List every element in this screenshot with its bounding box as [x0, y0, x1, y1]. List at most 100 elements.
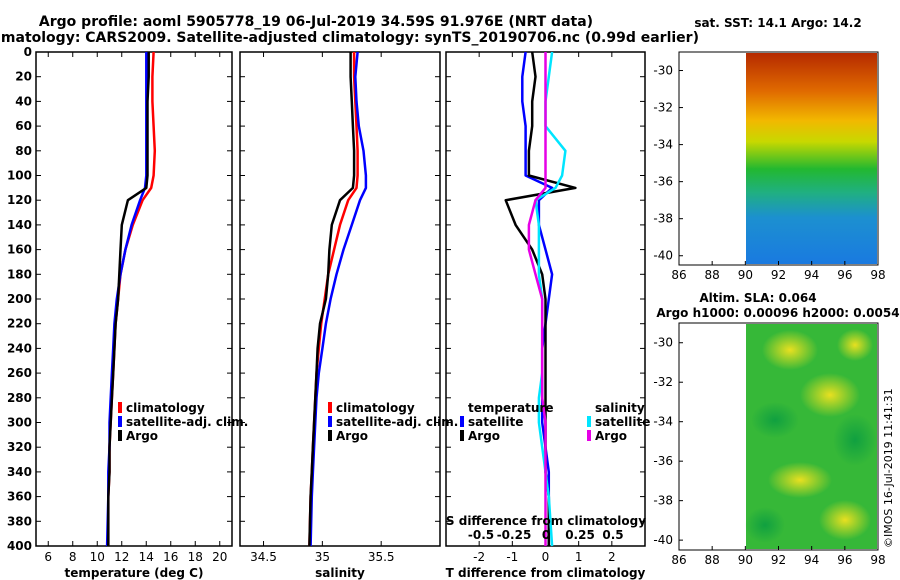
x-tick-label: -1	[506, 550, 518, 564]
legend-label-climatology: climatology	[336, 401, 415, 415]
y-tick-label: 0	[24, 45, 32, 59]
sst-map: 86 88 90 92 94 96 98 -30 -32 -34 -36 -38 -40	[653, 51, 886, 282]
y-tick-label: 100	[7, 169, 32, 183]
map-x-tick-label: 88	[705, 268, 720, 282]
legend-swatch-argo	[118, 430, 122, 441]
y-tick-label: 360	[7, 490, 32, 504]
map-y-tick-label: -40	[653, 249, 673, 263]
x-tick-label: 16	[163, 550, 178, 564]
difference-legend: temperature salinity satellite Argo sate…	[460, 401, 650, 443]
legend-swatch-s-satellite	[587, 416, 591, 427]
s-diff-tick-label: -0.25	[497, 528, 532, 542]
legend-swatch-t-argo	[460, 430, 464, 441]
sla-map-subtitle: Argo h1000: 0.00096 h2000: 0.0054	[656, 306, 899, 320]
legend-label-argo: Argo	[126, 429, 158, 443]
x-tick-label: 35	[315, 550, 330, 564]
map-x-tick-label: 86	[671, 553, 686, 567]
y-tick-label: 120	[7, 193, 32, 207]
map-y-tick-label: -38	[653, 494, 673, 508]
s-diff-tick-label: 0.5	[602, 528, 623, 542]
y-tick-label: 20	[15, 70, 32, 84]
y-tick-label: 200	[7, 292, 32, 306]
sla-anomaly-patch	[837, 329, 873, 361]
sla-map: 86 88 90 92 94 96 98 -30 -32 -34 -36 -38 -40	[653, 322, 886, 567]
map-y-tick-label: -34	[653, 415, 673, 429]
legend-swatch-satellite-adj	[328, 416, 332, 427]
map-y-tick-label: -30	[653, 64, 673, 78]
x-tick-label: 34.5	[250, 550, 277, 564]
figure-title-line1: Argo profile: aoml 5905778_19 06-Jul-201…	[39, 14, 593, 30]
legend-swatch-satellite-adj	[118, 416, 122, 427]
legend-swatch-t-satellite	[460, 416, 464, 427]
sla-anomaly-patch	[819, 500, 871, 540]
legend-swatch-argo	[328, 430, 332, 441]
map-y-tick-label: -36	[653, 175, 673, 189]
sla-anomaly-patch	[768, 462, 832, 498]
map-y-tick-label: -34	[653, 138, 673, 152]
y-tick-label: 400	[7, 539, 32, 553]
temperature-panel: 0 20 40 60 80 100 120 140 160 180 200 220 240 260 280 3…	[7, 45, 233, 580]
x-tick-label: -2	[473, 550, 485, 564]
map-x-tick-label: 98	[870, 553, 885, 567]
legend-label-argo: Argo	[336, 429, 368, 443]
map-y-tick-label: -38	[653, 212, 673, 226]
legend-label-s-argo: Argo	[595, 429, 627, 443]
s-diff-tick-label: -0.5	[468, 528, 494, 542]
legend-label-t-argo: Argo	[468, 429, 500, 443]
x-tick-label: 20	[212, 550, 227, 564]
y-tick-label: 240	[7, 341, 32, 355]
sla-anomaly-patch	[800, 373, 860, 417]
x-axis-label: T difference from climatology	[446, 566, 646, 580]
map-x-tick-label: 88	[705, 553, 720, 567]
sla-anomaly-patch	[745, 507, 785, 543]
sst-field	[746, 53, 877, 264]
map-x-tick-label: 98	[870, 268, 885, 282]
difference-panel: -2 -1 0 1 2 T difference from climatology	[445, 51, 646, 580]
legend-label-satellite-adj: satellite-adj. clim.	[336, 415, 458, 429]
plot-frame	[239, 51, 441, 547]
sla-anomaly-patch	[751, 402, 799, 438]
map-y-tick-label: -36	[653, 454, 673, 468]
y-tick-label: 140	[7, 218, 32, 232]
y-tick-label: 180	[7, 267, 32, 281]
series-line-s-satellite	[534, 51, 567, 547]
x-tick-label: 8	[69, 550, 77, 564]
figure-title-line2: Climatology: CARS2009. Satellite-adjuste…	[0, 30, 699, 46]
x-axis-label: salinity	[315, 566, 365, 580]
map-x-tick-label: 94	[804, 268, 819, 282]
map-y-tick-label: -40	[653, 533, 673, 547]
x-axis-label: temperature (deg C)	[65, 566, 204, 580]
x-tick-label: 14	[139, 550, 154, 564]
map-y-tick-label: -32	[653, 101, 673, 115]
y-tick-label: 40	[15, 94, 32, 108]
series-line-argo	[107, 52, 150, 546]
x-tick-label: 6	[44, 550, 52, 564]
map-y-tick-label: -30	[653, 336, 673, 350]
map-x-tick-label: 90	[738, 268, 753, 282]
y-tick-label: 80	[15, 144, 32, 158]
y-tick-label: 300	[7, 416, 32, 430]
map-y-tick-label: -32	[653, 375, 673, 389]
map-x-tick-label: 96	[837, 553, 852, 567]
salinity-legend: climatology satellite-adj. clim. Argo	[328, 401, 458, 443]
legend-label-t-satellite: satellite	[468, 415, 523, 429]
x-tick-label: 2	[608, 550, 616, 564]
y-tick-label: 220	[7, 317, 32, 331]
legend-title-temperature: temperature	[468, 401, 553, 415]
map-x-tick-label: 92	[771, 553, 786, 567]
s-diff-tick-label: 0.25	[565, 528, 595, 542]
y-tick-label: 320	[7, 440, 32, 454]
map-x-tick-label: 94	[804, 553, 819, 567]
legend-label-satellite-adj: satellite-adj. clim.	[126, 415, 248, 429]
x-tick-label: 0	[542, 550, 550, 564]
legend-swatch-climatology	[118, 402, 122, 413]
map-x-tick-label: 92	[771, 268, 786, 282]
temperature-legend: climatology satellite-adj. clim. Argo	[118, 401, 248, 443]
x-tick-label: 35.5	[368, 550, 395, 564]
legend-label-climatology: climatology	[126, 401, 205, 415]
sla-map-title: Altim. SLA: 0.064	[699, 291, 816, 305]
y-tick-label: 380	[7, 514, 32, 528]
legend-label-s-satellite: satellite	[595, 415, 650, 429]
legend-swatch-climatology	[328, 402, 332, 413]
